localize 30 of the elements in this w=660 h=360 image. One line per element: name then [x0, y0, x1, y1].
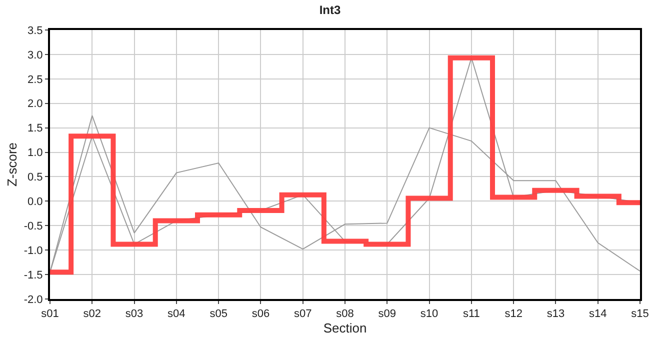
y-tick-label: 1.0 — [28, 147, 43, 160]
x-tick-label: s13 — [546, 308, 565, 320]
x-tick-label: s03 — [125, 308, 144, 320]
y-tick-label: 3.5 — [28, 24, 43, 37]
x-tick-label: s11 — [462, 308, 480, 320]
y-axis-title: Z-score — [4, 142, 20, 187]
x-tick-label: s04 — [168, 308, 186, 320]
x-tick-label: s05 — [210, 308, 228, 320]
y-tick-label: 1.5 — [28, 122, 43, 135]
y-tick-label: -1.5 — [24, 269, 43, 282]
x-axis-title: Section — [323, 320, 367, 336]
x-tick-label: s09 — [378, 308, 396, 320]
y-tick-label: 0.5 — [28, 172, 43, 184]
x-tick-label: s06 — [252, 308, 270, 320]
x-tick-label: s02 — [83, 308, 102, 320]
x-tick-label: s15 — [631, 308, 649, 320]
y-tick-label: -2.0 — [24, 294, 43, 306]
x-tick-label: s12 — [504, 308, 522, 320]
y-tick-label: -1.0 — [24, 244, 43, 257]
x-tick-label: s07 — [294, 308, 312, 320]
chart-title: Int3 — [319, 2, 341, 17]
y-tick-label: 0.0 — [28, 196, 43, 208]
y-tick-label: -0.5 — [24, 220, 43, 232]
y-tick-label: 2.0 — [28, 98, 43, 110]
x-tick-label: s01 — [41, 308, 59, 320]
x-tick-label: s14 — [588, 308, 607, 320]
x-tick-label: s10 — [420, 308, 438, 320]
y-tick-label: 3.0 — [28, 49, 43, 62]
x-tick-label: s08 — [336, 308, 354, 320]
y-tick-label: 2.5 — [28, 74, 43, 86]
